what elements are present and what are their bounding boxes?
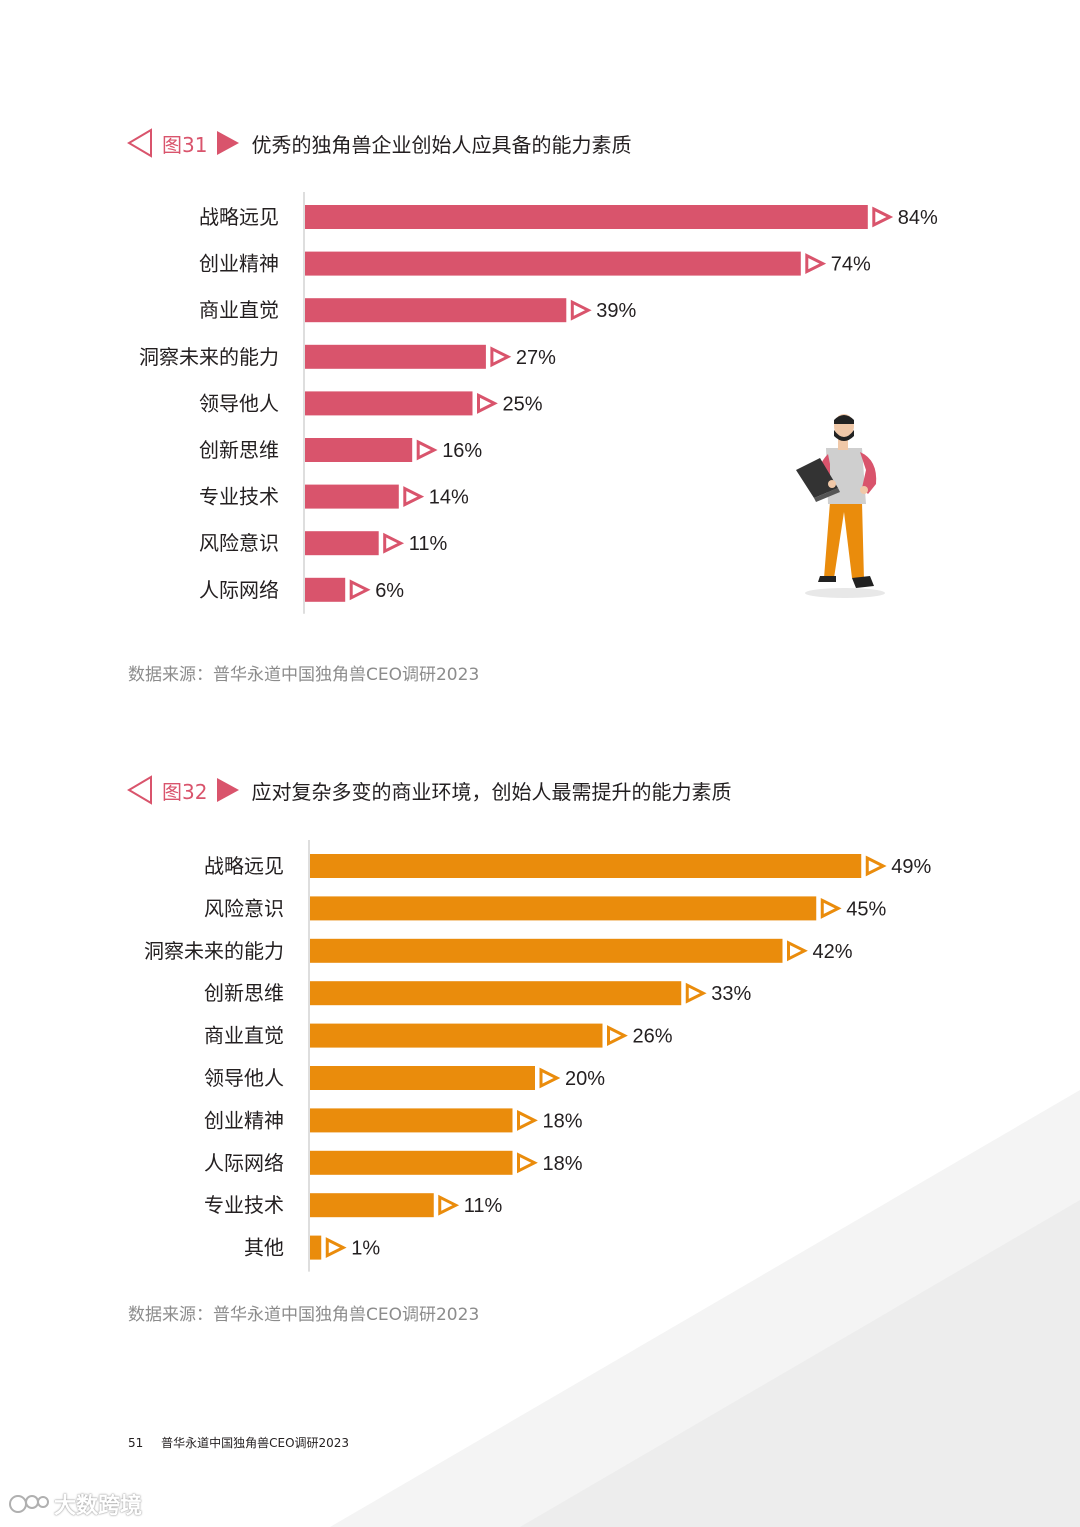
figure-number: 图31 bbox=[162, 132, 208, 157]
figure-title: 应对复杂多变的商业环境，创始人最需提升的能力素质 bbox=[251, 779, 732, 804]
category-label: 战略远见 bbox=[204, 854, 284, 878]
value-pointer-icon bbox=[607, 1025, 628, 1047]
value-pointer-icon bbox=[403, 486, 425, 508]
bar bbox=[310, 1235, 322, 1260]
watermark-text: 大数跨境 bbox=[54, 1494, 143, 1519]
category-label: 领导他人 bbox=[204, 1066, 284, 1090]
bar bbox=[305, 344, 486, 369]
category-label: 人际网络 bbox=[199, 578, 279, 602]
value-pointer-icon bbox=[685, 982, 707, 1004]
data-label: 6% bbox=[375, 580, 404, 602]
bar bbox=[310, 896, 817, 921]
arrow-left-outline-icon bbox=[127, 128, 152, 158]
value-pointer-icon bbox=[490, 346, 512, 368]
figure-31-header: 图31 优秀的独角兽企业创始人应具备的能力素质 bbox=[126, 128, 631, 158]
data-label: 27% bbox=[516, 347, 556, 369]
category-label: 商业直觉 bbox=[204, 1024, 284, 1048]
person-with-laptop-illustration bbox=[796, 414, 885, 598]
bar bbox=[310, 1108, 513, 1133]
data-label: 74% bbox=[831, 254, 871, 276]
value-pointer-icon bbox=[570, 299, 592, 321]
bar bbox=[310, 938, 783, 963]
bar bbox=[310, 854, 862, 878]
data-source: 数据来源：普华永道中国独角兽CEO调研2023 bbox=[128, 665, 480, 685]
bar bbox=[305, 531, 379, 556]
data-label: 26% bbox=[633, 1026, 673, 1048]
data-label: 25% bbox=[503, 393, 543, 415]
category-label: 战略远见 bbox=[199, 205, 279, 229]
category-label: 创业精神 bbox=[204, 1108, 284, 1132]
category-label: 洞察未来的能力 bbox=[144, 939, 284, 963]
figure-number: 图32 bbox=[162, 779, 208, 804]
category-label: 创新思维 bbox=[204, 981, 284, 1005]
chart-31: 战略远见 84% 创业精神 74% 商业直觉 39% 洞察未来的能力 27% 领导他人 25% 创新… bbox=[139, 192, 938, 614]
data-label: 18% bbox=[543, 1110, 583, 1132]
value-pointer-icon bbox=[820, 897, 842, 919]
data-source: 数据来源：普华永道中国独角兽CEO调研2023 bbox=[128, 1305, 480, 1325]
bar bbox=[305, 438, 413, 462]
arrow-left-outline-icon bbox=[127, 775, 152, 805]
bar bbox=[305, 251, 801, 276]
bar bbox=[310, 1023, 603, 1048]
page-number: 51 bbox=[128, 1436, 144, 1450]
bar bbox=[310, 1150, 513, 1175]
data-label: 16% bbox=[442, 440, 482, 462]
value-pointer-icon bbox=[477, 392, 498, 414]
data-label: 45% bbox=[846, 898, 886, 920]
data-label: 42% bbox=[813, 941, 853, 963]
value-pointer-icon bbox=[517, 1152, 538, 1174]
figure-title: 优秀的独角兽企业创始人应具备的能力素质 bbox=[251, 132, 632, 157]
category-label: 创新思维 bbox=[199, 438, 279, 462]
watermark-logo-icon bbox=[9, 1495, 49, 1513]
data-label: 49% bbox=[891, 856, 931, 878]
data-label: 18% bbox=[543, 1153, 583, 1175]
category-label: 专业技术 bbox=[204, 1193, 284, 1217]
category-label: 其他 bbox=[244, 1236, 284, 1260]
value-pointer-icon bbox=[325, 1237, 347, 1259]
data-label: 84% bbox=[898, 207, 938, 229]
category-label: 人际网络 bbox=[204, 1151, 284, 1175]
bar bbox=[305, 391, 473, 416]
category-label: 商业直觉 bbox=[199, 298, 279, 322]
value-pointer-icon bbox=[349, 579, 371, 601]
chart-32: 战略远见 49% 风险意识 45% 洞察未来的能力 42% 创新思维 33% 商业直觉 26% 领导… bbox=[144, 840, 931, 1272]
data-label: 20% bbox=[565, 1068, 605, 1090]
value-pointer-icon bbox=[805, 253, 827, 275]
data-label: 33% bbox=[711, 983, 751, 1005]
value-pointer-icon bbox=[865, 855, 887, 877]
bar bbox=[310, 981, 682, 1006]
category-label: 领导他人 bbox=[199, 391, 279, 415]
footer-text: 普华永道中国独角兽CEO调研2023 bbox=[161, 1436, 350, 1450]
data-label: 11% bbox=[409, 533, 448, 555]
bar bbox=[305, 298, 567, 323]
value-pointer-icon bbox=[517, 1109, 538, 1131]
category-label: 风险意识 bbox=[204, 896, 284, 920]
data-label: 11% bbox=[464, 1195, 503, 1217]
category-label: 风险意识 bbox=[199, 531, 279, 555]
arrow-right-solid-icon bbox=[217, 131, 240, 155]
bar bbox=[305, 577, 346, 602]
watermark: 大数跨境 bbox=[8, 1488, 142, 1520]
category-label: 创业精神 bbox=[199, 252, 279, 276]
category-label: 专业技术 bbox=[199, 485, 279, 509]
value-pointer-icon bbox=[787, 940, 808, 962]
bar bbox=[305, 205, 868, 229]
category-label: 洞察未来的能力 bbox=[139, 345, 279, 369]
value-pointer-icon bbox=[438, 1194, 460, 1216]
value-pointer-icon bbox=[383, 532, 405, 554]
arrow-right-solid-icon bbox=[217, 778, 240, 802]
data-label: 14% bbox=[429, 487, 469, 509]
value-pointer-icon bbox=[416, 439, 438, 461]
bar bbox=[305, 484, 399, 509]
page-footer: 51 普华永道中国独角兽CEO调研2023 bbox=[128, 1434, 349, 1451]
figure-32-header: 图32 应对复杂多变的商业环境，创始人最需提升的能力素质 bbox=[126, 775, 731, 805]
data-label: 1% bbox=[351, 1238, 380, 1260]
bar bbox=[310, 1066, 535, 1090]
value-pointer-icon bbox=[872, 206, 894, 228]
bar bbox=[310, 1193, 434, 1218]
data-label: 39% bbox=[596, 300, 636, 322]
value-pointer-icon bbox=[539, 1067, 561, 1089]
